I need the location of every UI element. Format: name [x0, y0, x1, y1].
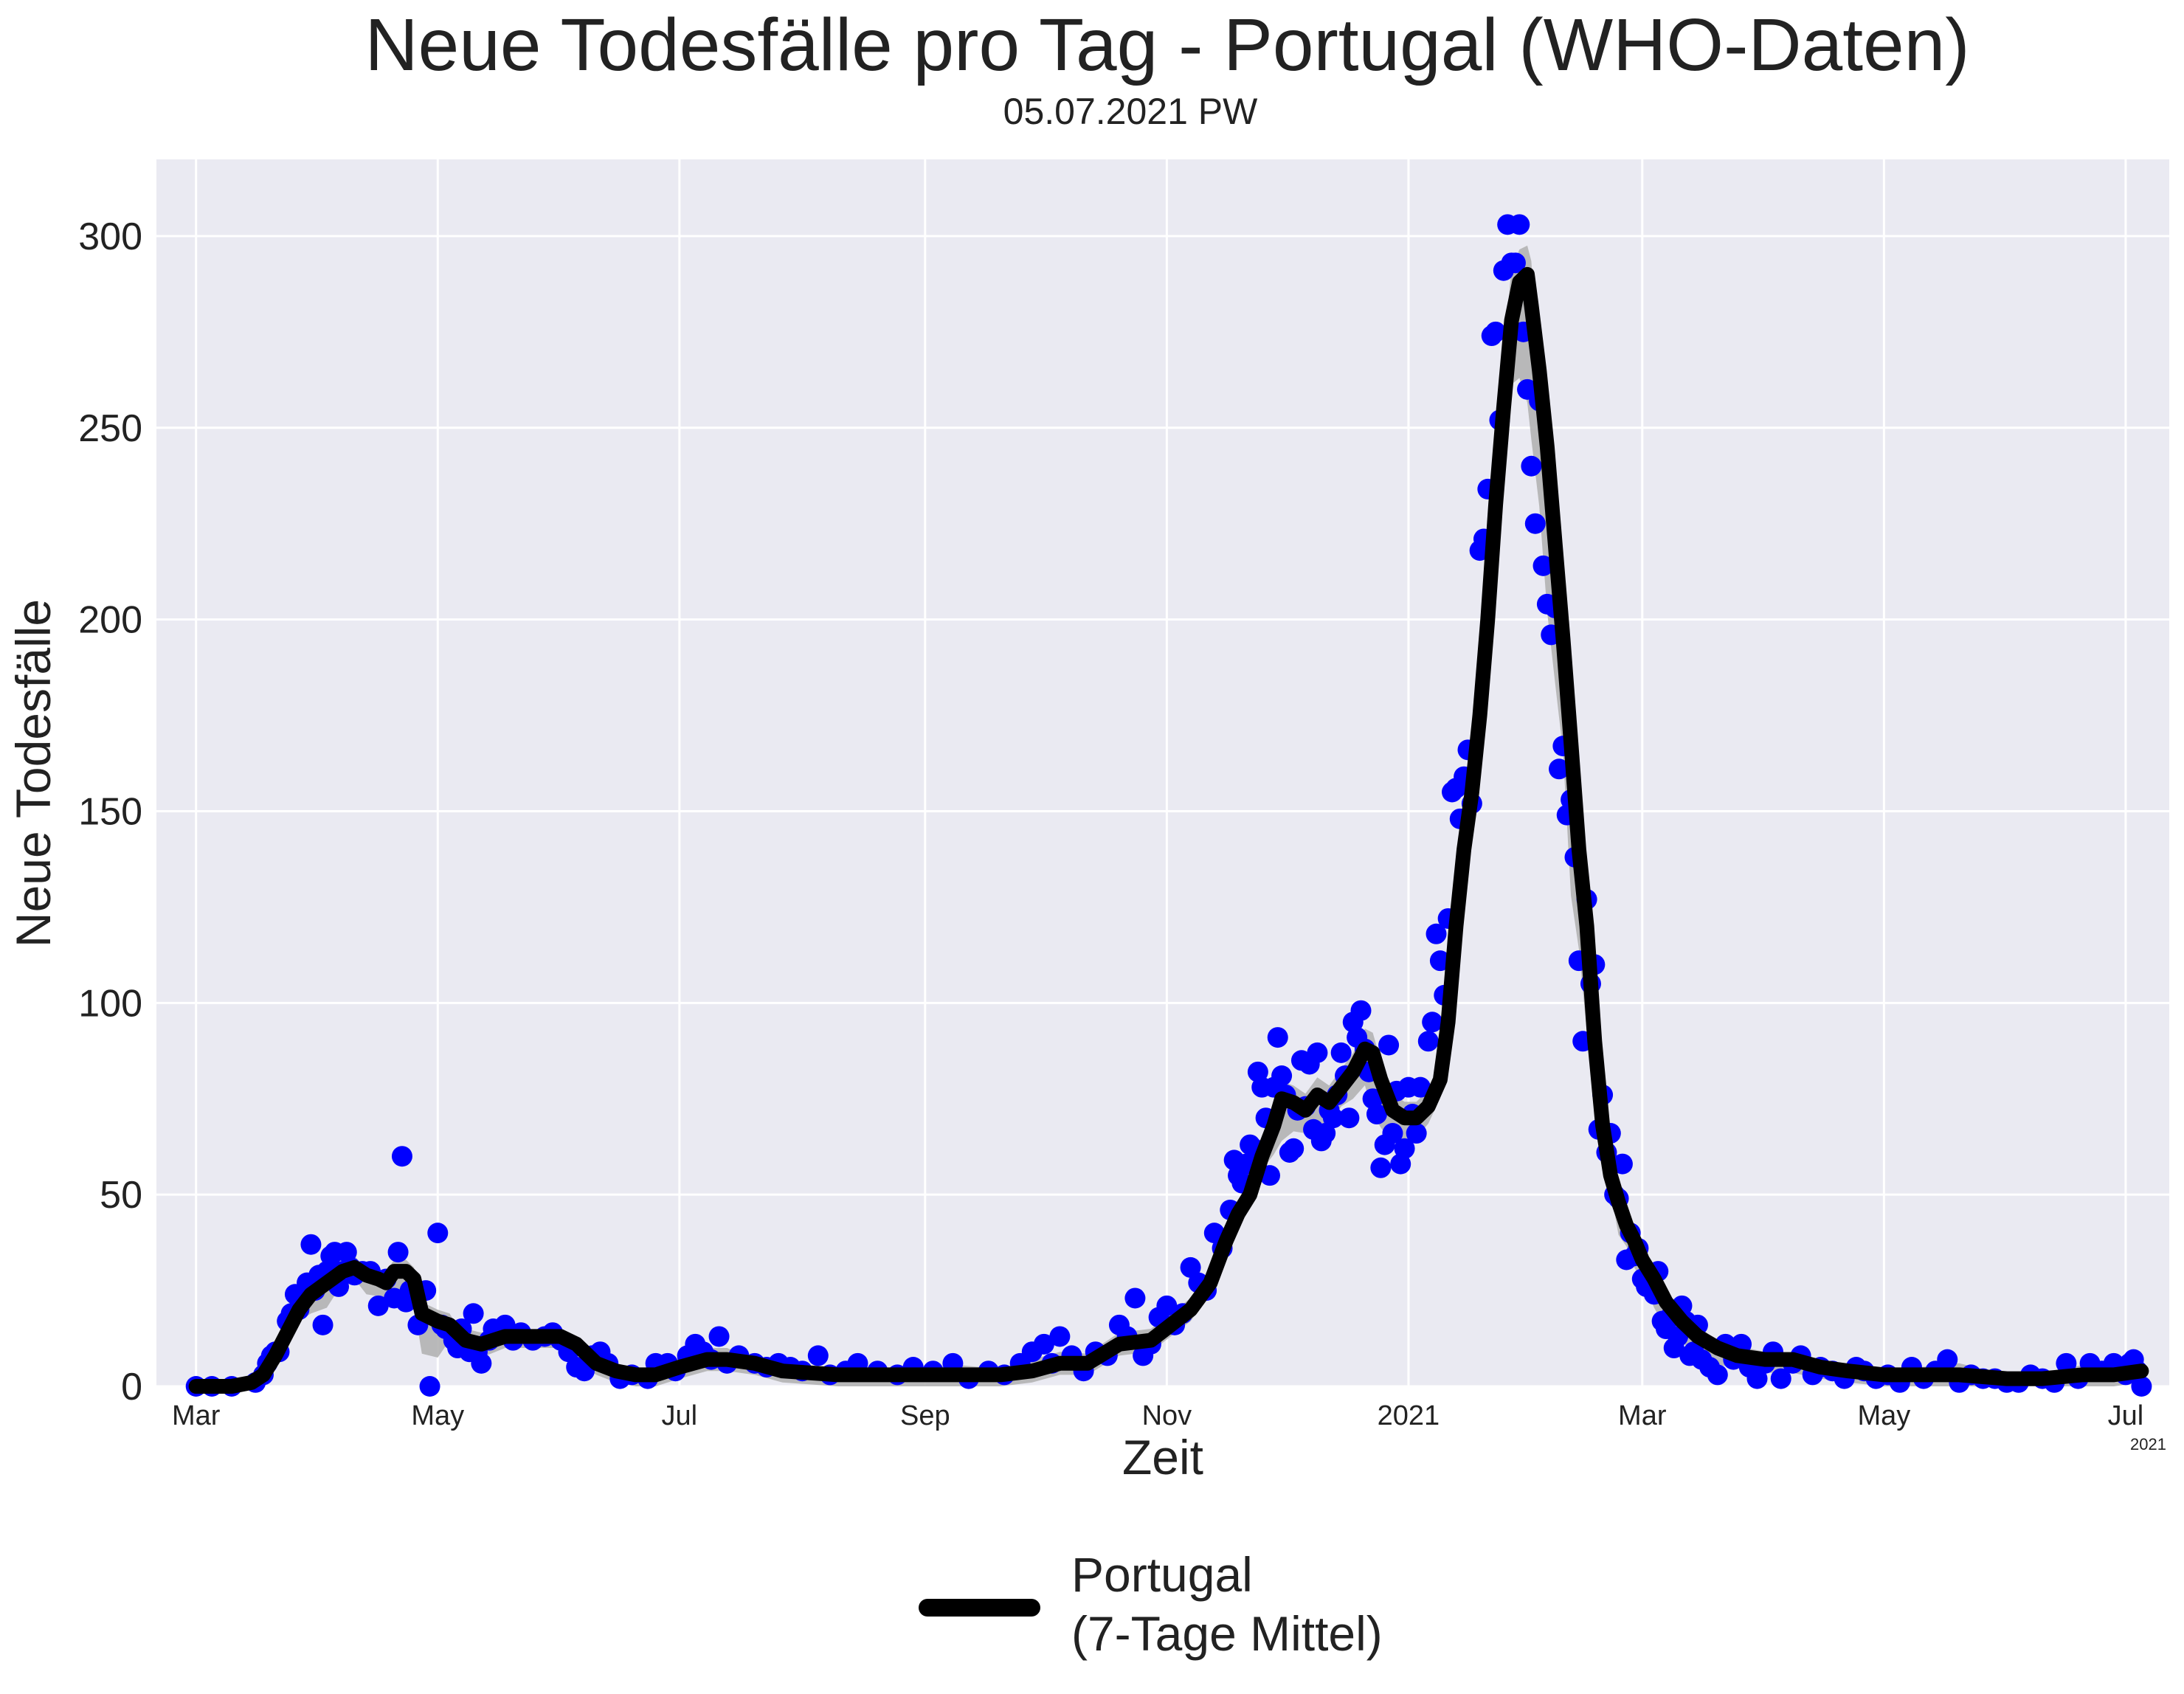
data-point [1033, 1333, 1054, 1355]
y-axis-label: Neue Todesfälle [6, 599, 61, 947]
data-point [387, 1242, 409, 1263]
x-tick-label: Mar [1618, 1400, 1667, 1431]
data-point [1330, 1042, 1352, 1063]
data-point [1378, 1034, 1400, 1056]
x-axis-offset-label: 2021 [2130, 1435, 2166, 1453]
grid [156, 159, 2169, 1388]
data-point [1350, 1000, 1372, 1021]
data-point [1267, 1027, 1288, 1048]
x-tick-label: May [1857, 1400, 1910, 1431]
moving-average-line [188, 266, 2149, 1394]
data-point [1180, 1256, 1201, 1278]
plot-area [156, 159, 2169, 1386]
data-point [1422, 1012, 1443, 1033]
data-point [1322, 1107, 1344, 1129]
data-point [1417, 1031, 1439, 1052]
data-point [1770, 1368, 1791, 1389]
x-tick-label: Jul [662, 1400, 698, 1431]
x-tick-label: Nov [1142, 1400, 1192, 1431]
data-point [1366, 1104, 1387, 1125]
data-point [1049, 1326, 1071, 1347]
data-point [471, 1352, 492, 1374]
data-point [1937, 1349, 1958, 1370]
data-point [367, 1295, 389, 1316]
x-tick-label: 2021 [1378, 1400, 1440, 1431]
y-tick-label: 150 [78, 790, 142, 833]
data-point [1315, 1123, 1336, 1144]
data-point [1611, 1153, 1633, 1175]
data-point [391, 1146, 412, 1167]
data-point [1370, 1157, 1392, 1178]
data-point [1283, 1138, 1304, 1159]
x-axis-label: Zeit [1122, 1430, 1203, 1484]
data-point [1746, 1368, 1768, 1389]
data-point [1124, 1287, 1146, 1309]
legend-label: Portugal (7-Tage Mittel) [1071, 1547, 1383, 1661]
chart-subtitle: 05.07.2021 PW [1003, 91, 1258, 132]
data-point [1504, 252, 1526, 274]
chart-title: Neue Todesfälle pro Tag - Portugal (WHO-… [364, 4, 1969, 86]
x-tick-label: Sep [900, 1400, 950, 1431]
data-point [1382, 1123, 1403, 1144]
data-point [807, 1345, 829, 1366]
y-tick-label: 100 [78, 982, 142, 1025]
data-point [312, 1314, 334, 1335]
data-point [1485, 321, 1507, 342]
data-point [1707, 1364, 1728, 1386]
data-point [1406, 1123, 1427, 1144]
data-point [1394, 1138, 1415, 1159]
data-point [419, 1376, 440, 1397]
data-point [1549, 758, 1570, 780]
legend-label-line2: (7-Tage Mittel) [1071, 1606, 1383, 1661]
data-point [1156, 1295, 1178, 1316]
data-point [300, 1234, 322, 1255]
series-line-portugal [188, 266, 2149, 1394]
x-tick-labels: Mar May Jul Sep Nov 2021 Mar May Jul [172, 1400, 2143, 1431]
data-point [1307, 1042, 1328, 1063]
legend-label-line1: Portugal [1071, 1547, 1253, 1602]
y-tick-label: 300 [78, 215, 142, 258]
data-point [1524, 513, 1546, 534]
data-point [1521, 455, 1542, 477]
x-tick-label: May [411, 1400, 464, 1431]
y-tick-label: 200 [78, 599, 142, 642]
data-point [1426, 923, 1447, 944]
data-point [708, 1326, 730, 1347]
data-point [1509, 214, 1530, 235]
data-point [1532, 555, 1554, 576]
y-tick-label: 250 [78, 407, 142, 450]
data-point [1410, 1076, 1431, 1098]
data-point [1271, 1065, 1293, 1087]
data-point [463, 1303, 484, 1324]
x-tick-label: Mar [172, 1400, 221, 1431]
data-point [427, 1223, 449, 1244]
x-tick-label: Jul [2108, 1400, 2144, 1431]
y-tick-label: 50 [100, 1174, 142, 1217]
data-point [1338, 1107, 1360, 1129]
y-tick-labels: 0 50 100 150 200 250 300 [78, 215, 142, 1408]
y-tick-label: 0 [121, 1366, 142, 1408]
legend: Portugal (7-Tage Mittel) [919, 1547, 1383, 1661]
data-point [2131, 1376, 2152, 1397]
